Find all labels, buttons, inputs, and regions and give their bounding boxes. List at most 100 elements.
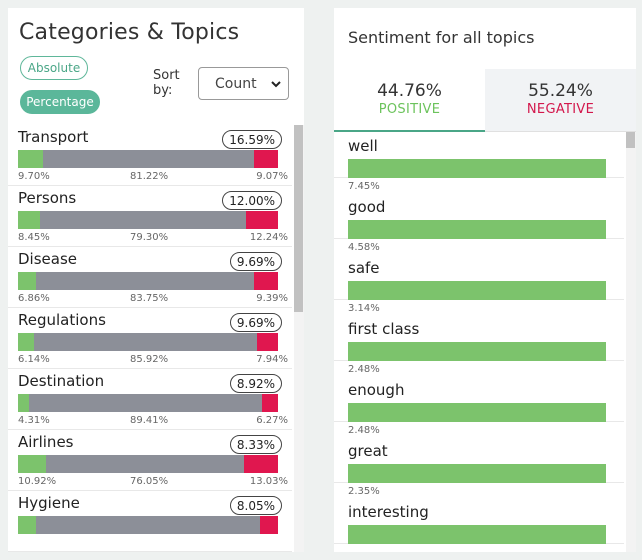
bar-negative-segment — [244, 455, 278, 473]
category-row[interactable]: Hygiene 8.05% — [8, 491, 292, 552]
bar-neutral-segment — [43, 150, 255, 168]
category-share-badge: 16.59% — [222, 130, 282, 149]
tab-positive[interactable]: 44.76% POSITIVE — [334, 69, 485, 132]
absolute-toggle-button[interactable]: Absolute — [20, 56, 88, 80]
sentiment-word-bar — [348, 220, 606, 239]
category-name: Airlines — [18, 433, 74, 451]
sentiment-word-bar — [348, 464, 606, 483]
category-share-badge: 12.00% — [222, 191, 282, 210]
categories-scroll-thumb[interactable] — [294, 125, 303, 312]
positive-percent: 10.92% — [18, 476, 57, 487]
sort-select[interactable]: Count — [198, 67, 289, 100]
category-share-badge: 9.69% — [229, 252, 282, 271]
category-name: Destination — [18, 372, 105, 390]
sentiment-word-row[interactable]: safe 3.14% — [334, 239, 624, 314]
positive-percent: 4.31% — [18, 415, 50, 426]
bar-negative-segment — [253, 272, 278, 290]
neutral-percent: 89.41% — [130, 415, 169, 426]
category-name: Persons — [18, 189, 77, 207]
bar-positive-segment — [18, 211, 40, 229]
chevron-down-icon — [270, 78, 282, 94]
sentiment-bar — [18, 394, 278, 412]
sentiment-word-row[interactable]: interesting — [334, 483, 624, 544]
bar-neutral-segment — [46, 455, 245, 473]
sentiment-word-percent: 2.48% — [348, 364, 380, 375]
percentage-toggle-button[interactable]: Percentage — [20, 90, 100, 114]
sentiment-bar — [18, 272, 278, 290]
sentiment-word-bar — [348, 159, 606, 178]
category-row[interactable]: Transport 16.59% 9.70% 81.22% 9.07% — [8, 125, 292, 186]
neutral-percent: 83.75% — [130, 293, 169, 304]
sentiment-word-percent: 7.45% — [348, 181, 380, 192]
category-row[interactable]: Airlines 8.33% 10.92% 76.05% 13.03% — [8, 430, 292, 491]
sentiment-word-row[interactable]: good 4.58% — [334, 178, 624, 253]
sentiment-word-bar — [348, 403, 606, 422]
sort-select-value: Count — [215, 75, 257, 92]
category-share-badge: 8.33% — [229, 435, 282, 454]
sentiment-bar — [18, 211, 278, 229]
sentiment-title: Sentiment for all topics — [348, 28, 535, 47]
positive-percent: 8.45% — [18, 232, 50, 243]
negative-percent: 7.94% — [256, 354, 288, 365]
categories-list[interactable]: Hygiene 8.05% Airlines 8.33% 10.92% 76.05% 13.… — [8, 125, 304, 552]
negative-percent: 6.27% — [256, 415, 288, 426]
sentiment-word: enough — [348, 381, 405, 399]
sentiment-panel: Sentiment for all topics 44.76% POSITIVE… — [334, 8, 636, 552]
sentiment-bar — [18, 516, 278, 534]
sentiment-scroll-thumb[interactable] — [626, 132, 635, 148]
negative-percent: 13.03% — [249, 476, 288, 487]
category-share-badge: 8.05% — [229, 496, 282, 515]
sentiment-word-percent: 3.14% — [348, 303, 380, 314]
sentiment-word-list[interactable]: interesting great 2.35% enough 2.48% first cl… — [334, 132, 636, 552]
neutral-percent: 85.92% — [130, 354, 169, 365]
positive-value: 44.76% — [377, 81, 442, 101]
bar-positive-segment — [18, 516, 37, 534]
negative-value: 55.24% — [528, 81, 593, 101]
category-row[interactable]: Disease 9.69% 6.86% 83.75% 9.39% — [8, 247, 292, 308]
positive-percent: 6.86% — [18, 293, 50, 304]
positive-percent: 6.14% — [18, 354, 50, 365]
sentiment-word-bar — [348, 342, 606, 361]
bar-negative-segment — [254, 150, 278, 168]
positive-label: POSITIVE — [378, 102, 441, 117]
sentiment-word-row[interactable]: enough 2.48% — [334, 361, 624, 436]
bar-neutral-segment — [35, 272, 254, 290]
sort-by-label: Sort by: — [153, 68, 180, 98]
category-name: Transport — [18, 128, 89, 146]
negative-percent: 12.24% — [249, 232, 288, 243]
bar-positive-segment — [18, 455, 47, 473]
bar-positive-segment — [18, 272, 36, 290]
sentiment-bar — [18, 333, 278, 351]
category-share-badge: 8.92% — [229, 374, 282, 393]
neutral-percent: 76.05% — [130, 476, 169, 487]
category-row[interactable]: Regulations 9.69% 6.14% 85.92% 7.94% — [8, 308, 292, 369]
bar-neutral-segment — [36, 516, 260, 534]
categories-scrollbar[interactable] — [294, 125, 304, 552]
sentiment-word: safe — [348, 259, 380, 277]
sentiment-word-row[interactable]: first class 2.48% — [334, 300, 624, 375]
sentiment-word-bar — [348, 281, 606, 300]
bar-negative-segment — [257, 333, 278, 351]
bar-negative-segment — [246, 211, 278, 229]
tab-negative[interactable]: 55.24% NEGATIVE — [485, 69, 636, 132]
negative-label: NEGATIVE — [526, 102, 595, 117]
bar-neutral-segment — [29, 394, 262, 412]
bar-positive-segment — [18, 333, 34, 351]
sentiment-word-row[interactable]: great 2.35% — [334, 422, 624, 497]
category-name: Hygiene — [18, 494, 80, 512]
negative-percent: 9.07% — [256, 171, 288, 182]
sentiment-word-row[interactable]: well 7.45% — [334, 132, 624, 192]
sentiment-bar — [18, 150, 278, 168]
category-row[interactable]: Destination 8.92% 4.31% 89.41% 6.27% — [8, 369, 292, 430]
bar-positive-segment — [18, 394, 30, 412]
sentiment-scrollbar[interactable] — [626, 132, 636, 552]
category-row[interactable]: Persons 12.00% 8.45% 79.30% 12.24% — [8, 186, 292, 247]
negative-percent: 9.39% — [256, 293, 288, 304]
category-share-badge: 9.69% — [229, 313, 282, 332]
sentiment-word: good — [348, 198, 386, 216]
positive-percent: 9.70% — [18, 171, 50, 182]
category-name: Disease — [18, 250, 77, 268]
sentiment-bar — [18, 455, 278, 473]
sentiment-tabs: 44.76% POSITIVE 55.24% NEGATIVE — [334, 69, 636, 132]
sentiment-word: well — [348, 137, 378, 155]
